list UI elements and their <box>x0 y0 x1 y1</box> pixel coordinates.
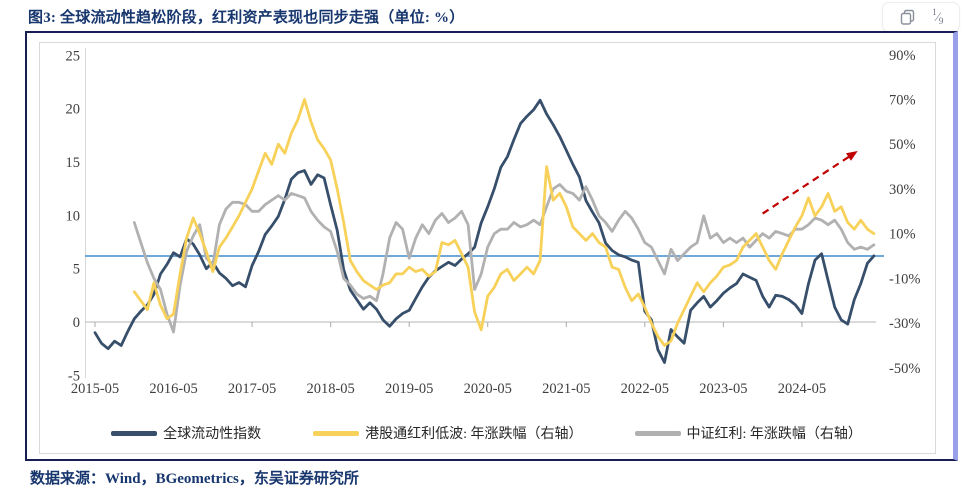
chart-legend: 全球流动性指数 港股通红利低波: 年涨跌幅（右轴） 中证红利: 年涨跌幅（右轴） <box>39 418 934 448</box>
legend-item-csi-dividend: 中证红利: 年涨跌幅（右轴） <box>634 423 862 443</box>
chart-container: 全球流动性指数 港股通红利低波: 年涨跌幅（右轴） 中证红利: 年涨跌幅（右轴） <box>25 31 958 461</box>
data-source-note: 数据来源：Wind，BGeometrics，东吴证券研究所 <box>30 471 359 487</box>
figure-title: 图3: 全球流动性趋松阶段，红利资产表现也同步走强（单位: %） <box>28 10 465 26</box>
legend-item-hk-dividend-lowvol: 港股通红利低波: 年涨跌幅（右轴） <box>313 423 583 443</box>
chart-inner-frame <box>39 42 936 454</box>
legend-swatch-yellow <box>313 430 360 436</box>
legend-swatch-gray <box>634 430 681 436</box>
viewer-toolbar: 1⁄9 <box>882 2 960 32</box>
legend-label: 全球流动性指数 <box>163 427 262 442</box>
legend-item-global-liquidity: 全球流动性指数 <box>111 423 261 443</box>
legend-swatch-navy <box>111 430 158 436</box>
copy-icon[interactable] <box>899 8 917 26</box>
page-indicator[interactable]: 1⁄9 <box>932 7 944 26</box>
legend-label: 中证红利: 年涨跌幅（右轴） <box>686 427 862 442</box>
legend-label: 港股通红利低波: 年涨跌幅（右轴） <box>365 427 583 442</box>
